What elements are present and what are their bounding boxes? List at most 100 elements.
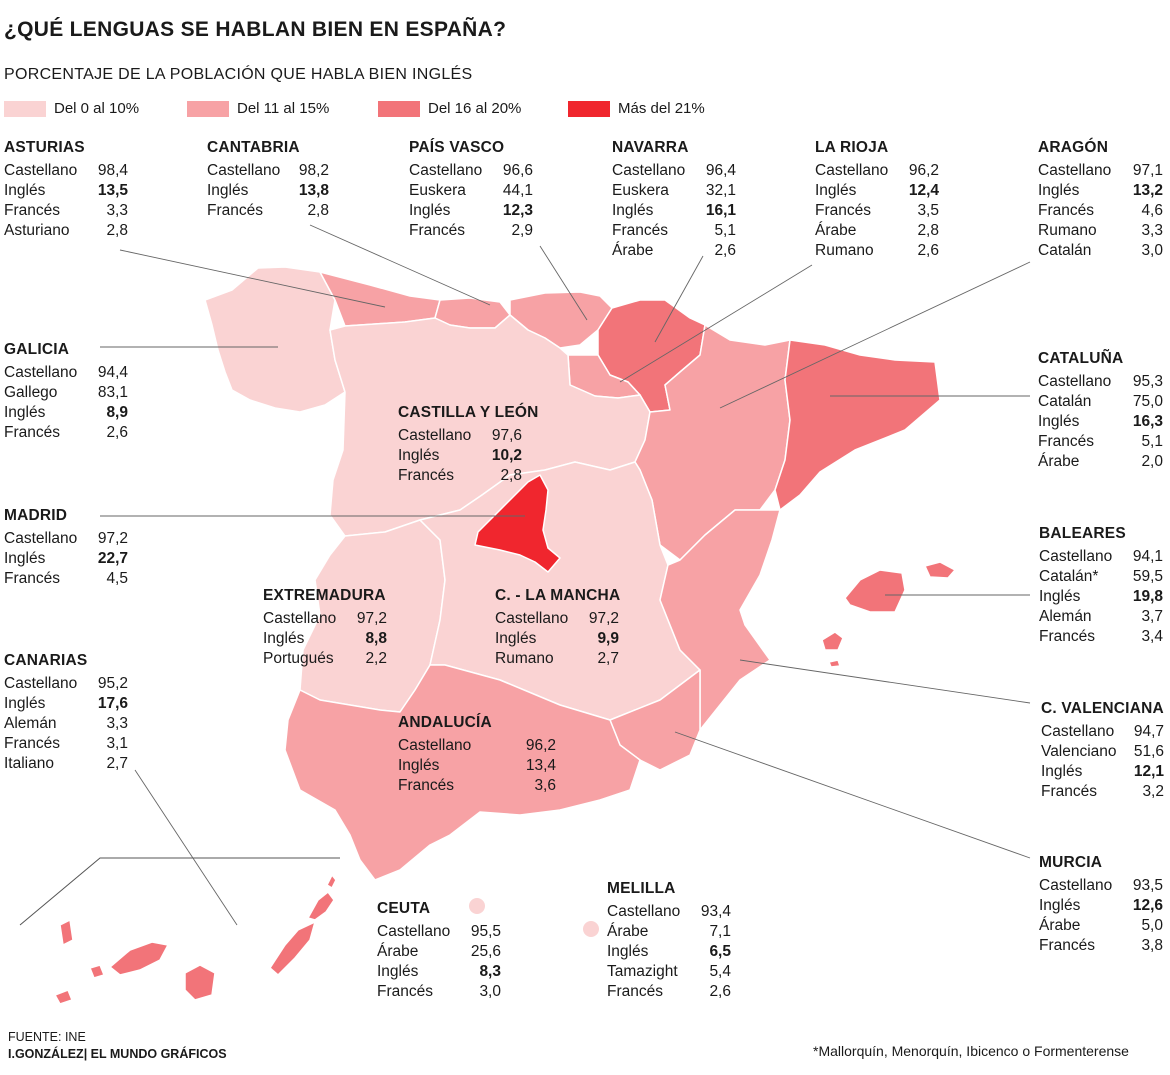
language-value: 51,6 [1133, 743, 1164, 760]
chart-title: ¿QUÉ LENGUAS SE HABLAN BIEN EN ESPAÑA? [4, 18, 507, 41]
language-value: 3,3 [106, 202, 128, 219]
language-value: 17,6 [97, 695, 128, 712]
region-canarias-lanzarote-north [326, 874, 337, 889]
language-row: Francés 2,9 [409, 221, 533, 241]
language-name: Francés [398, 467, 454, 484]
legend-label-0-10: Del 0 al 10% [54, 100, 140, 117]
language-row: Catalán 3,0 [1038, 241, 1163, 261]
region-galicia [204, 266, 346, 413]
language-value: 4,6 [1141, 202, 1163, 219]
language-name: Castellano [1039, 877, 1113, 894]
language-value: 8,8 [365, 630, 387, 647]
language-name: Árabe [607, 923, 649, 940]
language-name: Catalán [1038, 393, 1092, 410]
language-row: Inglés 16,1 [612, 201, 736, 221]
language-value: 95,5 [470, 923, 501, 940]
language-value: 97,2 [356, 610, 387, 627]
block-castilla-leon: CASTILLA Y LEÓN Castellano 97,6 Inglés 10,2 F… [398, 403, 538, 486]
language-row: Árabe 7,1 [607, 922, 731, 942]
language-row: Árabe 2,8 [815, 221, 939, 241]
language-row: Alemán 3,3 [4, 714, 128, 734]
language-value: 96,4 [705, 162, 736, 179]
region-mallorca [844, 569, 906, 613]
language-name: Inglés [1039, 588, 1081, 605]
language-name: Francés [1039, 628, 1095, 645]
legend-label-16-20: Del 16 al 20% [428, 100, 522, 117]
block-baleares: BALEARES Castellano 94,1 Catalán* 59,5 Inglés… [1039, 524, 1163, 647]
language-row: Francés 2,8 [398, 466, 522, 486]
language-row: Inglés 8,8 [263, 629, 387, 649]
language-name: Árabe [377, 943, 419, 960]
block-la-rioja: LA RIOJA Castellano 96,2 Inglés 12,4 Francés 3… [815, 138, 939, 261]
language-row: Castellano 97,6 [398, 426, 522, 446]
language-value: 8,3 [479, 963, 501, 980]
language-row: Francés 2,8 [207, 201, 329, 221]
language-row: Inglés 22,7 [4, 549, 128, 569]
language-name: Castellano [398, 427, 472, 444]
language-name: Francés [4, 735, 60, 752]
language-name: Valenciano [1041, 743, 1117, 760]
region-canarias-la-palma [59, 919, 74, 946]
language-row: Francés 3,2 [1041, 782, 1164, 802]
language-value: 12,3 [502, 202, 533, 219]
language-value: 3,8 [1141, 937, 1163, 954]
language-value: 16,1 [705, 202, 736, 219]
language-row: Francés 3,1 [4, 734, 128, 754]
region-menorca [924, 561, 956, 579]
language-row: Rumano 2,6 [815, 241, 939, 261]
language-row: Catalán 75,0 [1038, 392, 1163, 412]
language-name: Francés [4, 570, 60, 587]
language-row: Francés 3,4 [1039, 627, 1163, 647]
language-row: Inglés 13,8 [207, 181, 329, 201]
language-name: Francés [1038, 433, 1094, 450]
language-row: Inglés 13,5 [4, 181, 128, 201]
language-value: 3,0 [479, 983, 501, 1000]
language-name: Árabe [1038, 453, 1080, 470]
language-value: 3,1 [106, 735, 128, 752]
region-name: CANTABRIA [207, 139, 300, 156]
language-name: Árabe [612, 242, 654, 259]
language-name: Francés [607, 983, 663, 1000]
block-canarias: CANARIAS Castellano 95,2 Inglés 17,6 Alemán 3,… [4, 651, 128, 774]
block-pais-vasco: PAÍS VASCO Castellano 96,6 Euskera 44,1 Inglé… [409, 138, 533, 241]
language-row: Francés 2,6 [4, 423, 128, 443]
language-row: Inglés 13,4 [398, 756, 556, 776]
language-row: Francés 2,6 [607, 982, 731, 1002]
legend-swatch-0-10 [4, 101, 46, 117]
legend-label-11-15: Del 11 al 15% [237, 100, 330, 117]
language-row: Castellano 96,4 [612, 161, 736, 181]
language-name: Inglés [4, 404, 46, 421]
language-name: Inglés [398, 447, 440, 464]
language-value: 94,1 [1132, 548, 1163, 565]
language-row: Castellano 94,4 [4, 363, 128, 383]
language-row: Euskera 32,1 [612, 181, 736, 201]
block-melilla: MELILLA Castellano 93,4 Árabe 7,1 Inglés 6,5 Ta… [607, 879, 731, 1002]
language-value: 44,1 [502, 182, 533, 199]
language-row: Inglés 19,8 [1039, 587, 1163, 607]
language-row: Inglés 9,9 [495, 629, 619, 649]
language-name: Francés [4, 424, 60, 441]
language-name: Rumano [495, 650, 554, 667]
language-name: Inglés [4, 182, 46, 199]
region-name: MELILLA [607, 880, 676, 897]
language-row: Francés 4,5 [4, 569, 128, 589]
language-name: Castellano [4, 530, 78, 547]
block-madrid: MADRID Castellano 97,2 Inglés 22,7 Francés 4,5 [4, 506, 128, 589]
language-name: Castellano [495, 610, 569, 627]
language-value: 2,9 [511, 222, 533, 239]
language-value: 3,6 [534, 777, 556, 794]
region-canarias-fuerteventura [269, 921, 316, 976]
language-name: Castellano [4, 364, 78, 381]
language-value: 98,4 [97, 162, 128, 179]
language-row: Árabe 5,0 [1039, 916, 1163, 936]
region-name: MADRID [4, 507, 68, 524]
language-value: 97,6 [491, 427, 522, 444]
language-row: Castellano 95,3 [1038, 372, 1163, 392]
language-name: Inglés [1039, 897, 1081, 914]
language-name: Rumano [815, 242, 874, 259]
block-andalucia: ANDALUCÍA Castellano 96,2 Inglés 13,4 Francés… [398, 713, 556, 796]
language-row: Inglés 17,6 [4, 694, 128, 714]
language-name: Inglés [263, 630, 305, 647]
language-row: Rumano 2,7 [495, 649, 619, 669]
